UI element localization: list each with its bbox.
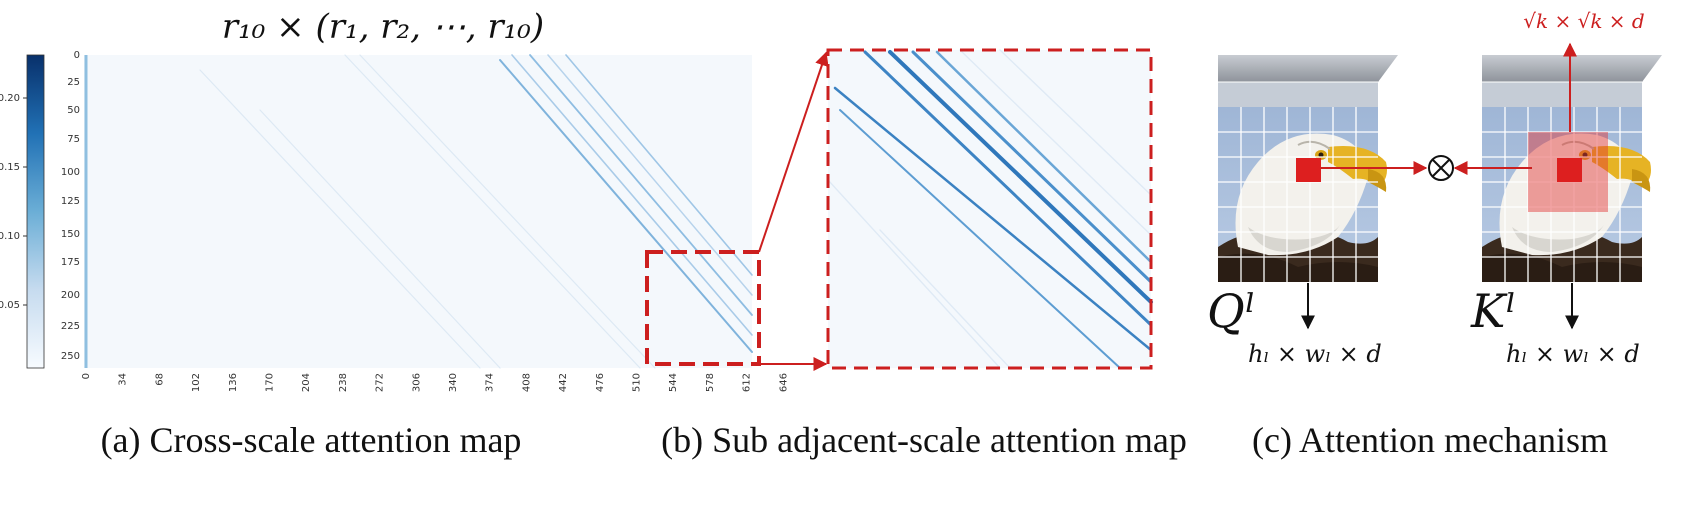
x-tick-label: 510 (632, 373, 643, 392)
key-dims: hₗ × wₗ × d (1506, 340, 1640, 368)
x-tick-label: 102 (191, 373, 202, 392)
panel-a-title: r₁₀ × (r₁, r₂, ⋯, r₁₀) (222, 7, 544, 47)
zoom-arrow-top (758, 51, 829, 253)
panel-c: √k × √k × d Qˡ Kˡ hₗ × wₗ × d hₗ × wₗ × … (1207, 9, 1662, 460)
query-cube (1217, 55, 1398, 283)
heatmap-diagonals (499, 54, 753, 353)
x-tick-label: 238 (338, 373, 349, 392)
x-tick-label: 170 (265, 373, 276, 392)
x-tick-label: 0 (81, 373, 92, 379)
x-tick-label: 34 (118, 373, 129, 386)
zoom-region-box (645, 250, 761, 366)
x-tick-label: 340 (448, 373, 459, 392)
x-tick-label: 578 (705, 373, 716, 392)
y-tick-label: 225 (61, 321, 80, 332)
caption-a: (a) Cross-scale attention map (101, 420, 522, 460)
caption-b: (b) Sub adjacent-scale attention map (661, 420, 1187, 460)
y-tick-label: 250 (61, 351, 80, 362)
x-tick-label: 612 (742, 373, 753, 392)
x-tick-label: 408 (521, 373, 532, 392)
zoomed-diagonals (833, 50, 1153, 369)
y-tick-label: 125 (61, 196, 80, 207)
x-tick-label: 374 (485, 373, 496, 392)
x-tick-label: 68 (154, 373, 165, 386)
zoomed-faint-diagonals (827, 49, 1152, 369)
y-tick-label: 150 (61, 229, 80, 240)
y-tick-label: 25 (67, 77, 80, 88)
heatmap (84, 55, 752, 368)
zoomed-heatmap (828, 50, 1151, 368)
x-tick-label: 646 (778, 373, 789, 392)
y-tick-label: 175 (61, 257, 80, 268)
y-tick-label: 75 (67, 134, 80, 145)
colorbar-tick-label: 0.20 (0, 93, 20, 104)
window-size-label: √k × √k × d (1523, 9, 1644, 33)
y-tick-label: 200 (61, 290, 80, 301)
key-token (1557, 158, 1582, 182)
caption-c: (c) Attention mechanism (1252, 420, 1608, 460)
eagle-photo-icon (1217, 106, 1388, 283)
query-token (1296, 158, 1321, 182)
x-tick-label: 136 (228, 373, 239, 392)
key-label: Kˡ (1470, 284, 1517, 338)
heatmap-y-axis: 0 25 50 75 100 125 150 175 200 225 250 (61, 50, 80, 362)
panel-b: (b) Sub adjacent-scale attention map (645, 48, 1187, 460)
x-tick-label: 544 (668, 373, 679, 392)
colorbar (26, 54, 45, 369)
query-label: Qˡ (1207, 284, 1256, 338)
colorbar-tick-label: 0.10 (0, 231, 20, 242)
multiply-operator-stroke (1432, 159, 1450, 177)
x-tick-label: 442 (558, 373, 569, 392)
colorbar-tick-label: 0.05 (0, 300, 20, 311)
key-cube (1481, 55, 1662, 283)
y-tick-label: 100 (61, 167, 80, 178)
heatmap-faint-diagonals (199, 54, 656, 369)
x-tick-label: 306 (411, 373, 422, 392)
y-tick-label: 50 (67, 105, 80, 116)
y-tick-label: 0 (74, 50, 80, 61)
x-tick-label: 272 (375, 373, 386, 392)
colorbar-ticks: 0.20 0.15 0.10 0.05 (0, 93, 27, 311)
heatmap-x-axis: 0 34 68 102 136 170 204 238 272 306 340 374 408 442 47… (81, 373, 789, 392)
x-tick-label: 476 (595, 373, 606, 392)
x-tick-label: 204 (301, 373, 312, 392)
panel-a: r₁₀ × (r₁, r₂, ⋯, r₁₀) 0.20 0.15 0.10 0.… (0, 7, 789, 460)
query-dims: hₗ × wₗ × d (1248, 340, 1382, 368)
colorbar-tick-label: 0.15 (0, 162, 20, 173)
zoomed-frame (826, 48, 1153, 370)
